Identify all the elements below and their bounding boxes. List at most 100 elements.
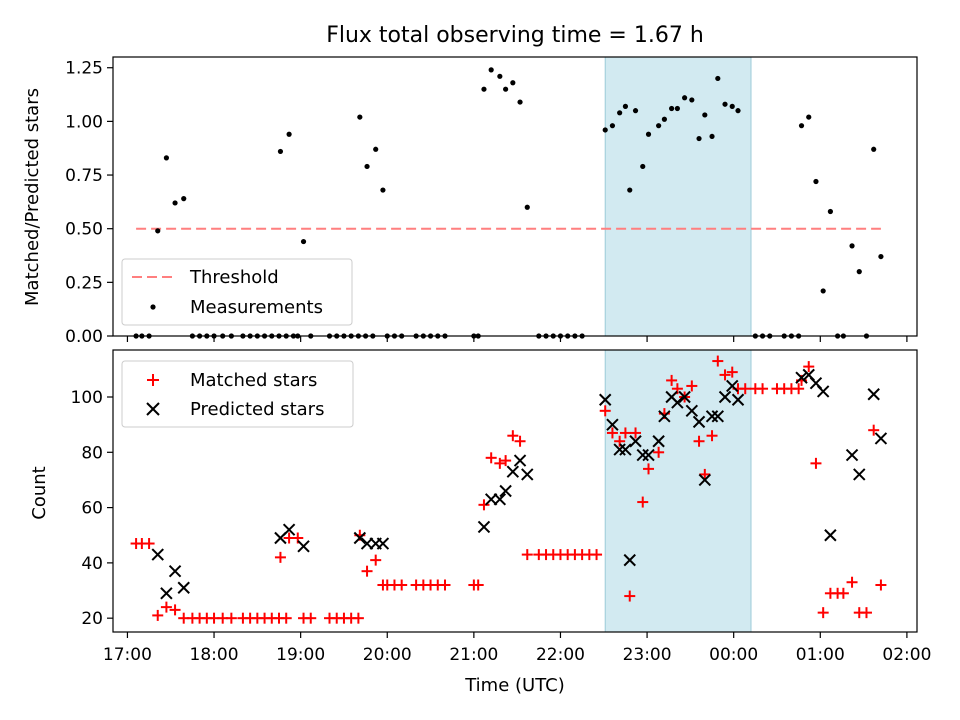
matched-star-point (606, 427, 618, 439)
measurement-point (813, 178, 819, 185)
predicted-star-point (816, 385, 830, 398)
x-tick-label: 23:00 (623, 645, 672, 665)
predicted-star-point (658, 410, 671, 423)
matched-star-point (143, 538, 155, 550)
measurement-point (364, 163, 370, 170)
bottom-y-ticks: 20 40 60 80 100 (71, 388, 113, 629)
measurement-point (622, 103, 629, 109)
measurement-point (617, 110, 623, 116)
predicted-star-point (705, 410, 719, 423)
bottom-panel: 20 40 60 80 100 17:00 18:00 19:00 20:00 21:00 22:… (29, 349, 931, 696)
matched-star-point (494, 457, 506, 469)
matched-star-point (712, 355, 724, 367)
predicted-star-point (151, 548, 164, 561)
matched-star-point (500, 455, 512, 467)
predicted-star-point (698, 473, 712, 487)
top-y-tick-label: 1.25 (65, 59, 103, 79)
matched-star-point (280, 612, 292, 624)
predicted-star-point (636, 448, 649, 462)
x-tick-label: 02:00 (882, 645, 931, 665)
matched-star-point (793, 383, 805, 395)
matched-star-point (305, 612, 317, 624)
predicted-star-point (513, 454, 527, 467)
top-legend: Threshold Measurements (121, 258, 353, 326)
bottom-y-tick-label: 100 (71, 388, 103, 408)
matched-star-point (152, 609, 164, 621)
x-tick-label: 00:00 (709, 645, 758, 665)
predicted-star-point (613, 443, 626, 456)
x-tick-label: 01:00 (796, 645, 845, 665)
predicted-star-point (353, 531, 367, 545)
predicted-star-point (685, 404, 699, 418)
x-axis-label: Time (UTC) (464, 675, 565, 696)
matched-star-point (591, 549, 603, 561)
predicted-star-point (718, 390, 732, 404)
predicted-star-point (623, 553, 636, 567)
top-x-ticks (126, 336, 908, 342)
predicted-star-point (619, 443, 632, 456)
predicted-star-point (874, 432, 888, 445)
matched-star-point (757, 383, 769, 395)
measurement-point (849, 243, 855, 249)
matched-star-point (169, 604, 181, 616)
matched-star-point (643, 463, 655, 475)
predicted-star-point (282, 523, 296, 536)
measurement-point (380, 187, 386, 193)
measurement-point (715, 75, 721, 82)
predicted-star-point (168, 564, 182, 578)
legend-matched-label: Matched stars (190, 370, 317, 391)
predicted-star-point (499, 484, 512, 498)
legend-measurements-label: Measurements (190, 297, 323, 318)
top-y-axis-label: Matched/Predicted stars (22, 88, 43, 306)
predicted-star-point (599, 393, 612, 406)
measurement-point (735, 108, 741, 114)
predicted-star-point (692, 415, 706, 429)
predicted-star-point (297, 540, 310, 553)
measurement-point (181, 196, 187, 202)
x-tick-label: 17:00 (103, 645, 152, 665)
measurement-point (820, 288, 826, 294)
x-tick-label: 22:00 (536, 645, 585, 665)
matched-stars-points (130, 355, 887, 624)
top-y-ticks: 0.00 0.25 0.50 0.75 1.00 1.25 (65, 59, 113, 347)
measurement-point (503, 86, 509, 92)
measurement-point (172, 200, 178, 206)
predicted-star-point (711, 410, 725, 423)
measurement-point (871, 146, 877, 152)
measurement-point (497, 73, 503, 79)
bottom-y-tick-label: 20 (81, 609, 103, 629)
predicted-star-point (521, 468, 534, 481)
top-plot-frame (112, 56, 918, 337)
measurement-point (798, 123, 805, 129)
matched-star-point (868, 424, 880, 436)
measurement-point (155, 228, 161, 234)
matched-star-point (472, 579, 484, 591)
predicted-star-point (477, 520, 491, 534)
top-highlight-band (604, 56, 752, 337)
matched-star-point (521, 549, 533, 561)
top-y-tick-label: 0.00 (65, 327, 103, 347)
predicted-star-point (824, 529, 837, 542)
matched-star-point (803, 361, 815, 373)
matched-star-point (439, 579, 451, 591)
measurement-point (656, 123, 662, 129)
predicted-star-point (506, 465, 520, 478)
matched-star-point (274, 551, 286, 563)
predicted-star-point (678, 390, 691, 404)
measurement-point (373, 146, 379, 152)
top-y-tick-label: 0.25 (65, 273, 103, 293)
matched-star-point (624, 590, 636, 602)
measurement-point (696, 135, 702, 142)
bottom-legend-box (121, 360, 354, 428)
measurement-point (609, 123, 616, 129)
measurement-point (709, 133, 715, 140)
measurement-point (856, 269, 862, 275)
measurement-point (524, 204, 530, 210)
measurement-point (510, 80, 516, 86)
predicted-star-point (726, 379, 739, 393)
measurement-point (481, 86, 487, 92)
matched-star-point (352, 612, 364, 624)
x-tick-label: 21:00 (449, 645, 498, 665)
matched-star-point (370, 554, 382, 566)
